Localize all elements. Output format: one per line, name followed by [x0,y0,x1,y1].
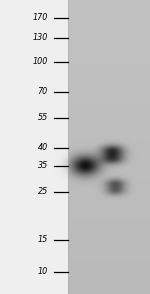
Text: 10: 10 [38,268,48,276]
Text: 170: 170 [33,14,48,23]
Text: 100: 100 [33,58,48,66]
Text: 70: 70 [38,88,48,96]
Text: 35: 35 [38,161,48,171]
Text: 40: 40 [38,143,48,153]
Text: 130: 130 [33,34,48,43]
Text: 55: 55 [38,113,48,123]
Text: 25: 25 [38,188,48,196]
Text: 15: 15 [38,235,48,245]
